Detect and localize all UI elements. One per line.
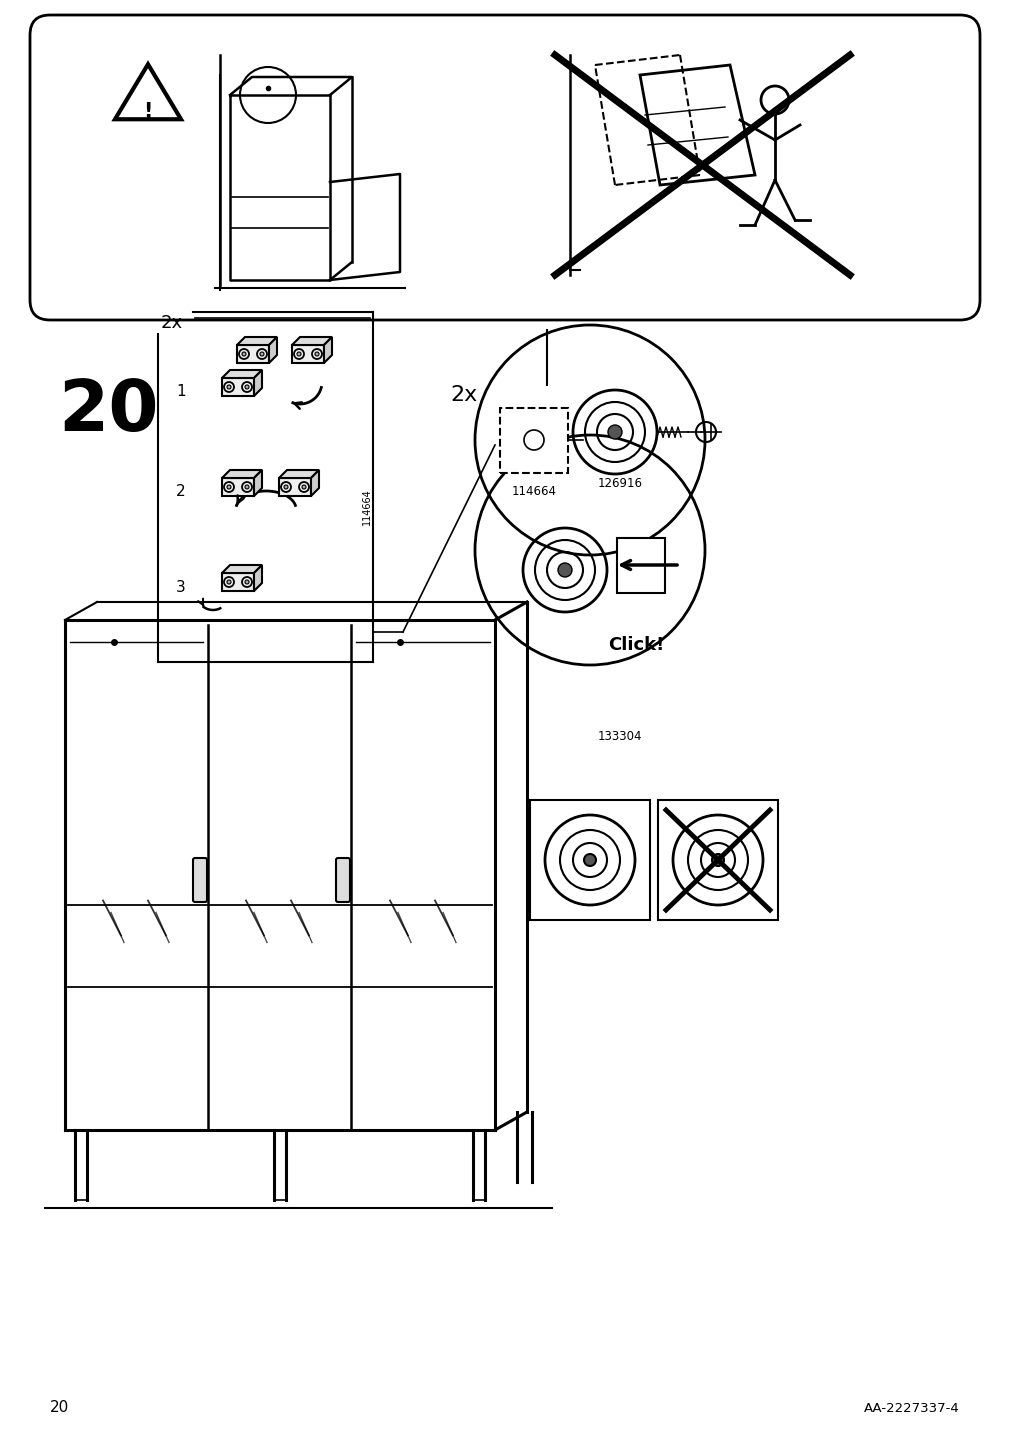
Text: Click!: Click! (608, 636, 663, 654)
Text: AA-2227337-4: AA-2227337-4 (863, 1402, 959, 1415)
Circle shape (557, 563, 571, 577)
Polygon shape (254, 470, 262, 495)
Text: !: ! (144, 102, 153, 122)
Polygon shape (237, 345, 269, 362)
Polygon shape (279, 478, 310, 495)
Text: 2: 2 (176, 484, 185, 500)
Text: 114664: 114664 (362, 488, 372, 526)
Polygon shape (639, 64, 754, 185)
Text: 20: 20 (50, 1400, 69, 1415)
Bar (657, 800, 777, 919)
Text: 3: 3 (176, 580, 186, 594)
FancyBboxPatch shape (30, 14, 979, 319)
Circle shape (226, 485, 231, 488)
Text: 1: 1 (176, 385, 185, 400)
Polygon shape (221, 369, 262, 378)
Polygon shape (221, 478, 254, 495)
Circle shape (260, 352, 264, 357)
Text: 2x: 2x (161, 314, 183, 332)
Polygon shape (221, 378, 254, 397)
Text: 114664: 114664 (511, 485, 556, 498)
Polygon shape (221, 566, 262, 573)
Circle shape (242, 352, 246, 357)
Bar (499, 408, 567, 473)
Circle shape (301, 485, 305, 488)
Bar (617, 538, 664, 593)
Polygon shape (254, 369, 262, 397)
Circle shape (245, 485, 249, 488)
Circle shape (226, 385, 231, 390)
Bar (530, 800, 649, 919)
Polygon shape (237, 337, 277, 345)
Polygon shape (310, 470, 318, 495)
Polygon shape (292, 345, 324, 362)
Circle shape (296, 352, 300, 357)
Polygon shape (279, 470, 318, 478)
Polygon shape (269, 337, 277, 362)
Text: 126916: 126916 (596, 477, 642, 490)
Circle shape (245, 385, 249, 390)
Circle shape (712, 853, 723, 866)
Polygon shape (221, 573, 254, 591)
Circle shape (284, 485, 288, 488)
Text: 133304: 133304 (598, 730, 642, 743)
Polygon shape (324, 337, 332, 362)
Text: 20: 20 (58, 377, 159, 445)
Circle shape (608, 425, 622, 440)
Polygon shape (292, 337, 332, 345)
Circle shape (583, 853, 595, 866)
FancyBboxPatch shape (193, 858, 207, 902)
Circle shape (314, 352, 318, 357)
Text: 2x: 2x (450, 385, 477, 405)
Polygon shape (221, 470, 262, 478)
Polygon shape (254, 566, 262, 591)
FancyBboxPatch shape (336, 858, 350, 902)
Circle shape (245, 580, 249, 584)
Circle shape (226, 580, 231, 584)
Polygon shape (115, 64, 181, 119)
